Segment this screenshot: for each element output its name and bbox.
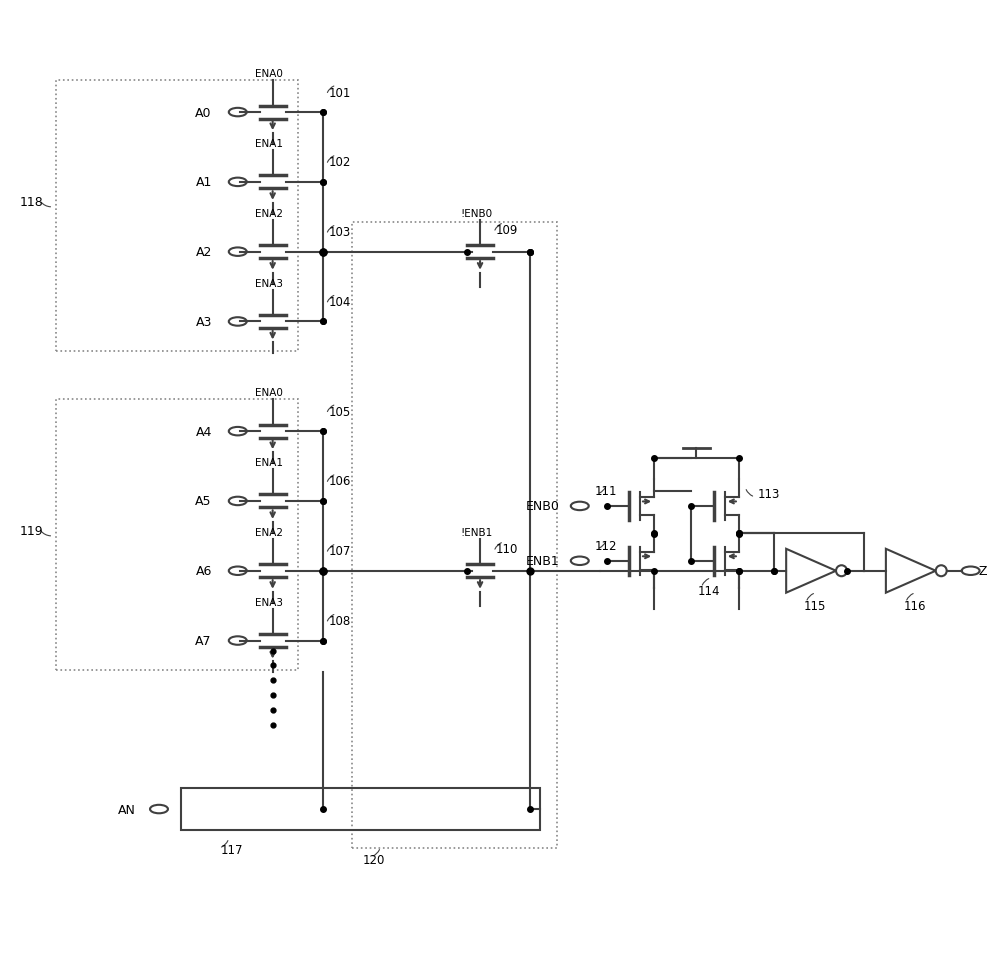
Text: A0: A0: [195, 107, 212, 119]
Text: 102: 102: [328, 157, 351, 169]
Text: 114: 114: [697, 584, 720, 598]
Text: ENA0: ENA0: [255, 69, 283, 79]
Text: !ENB0: !ENB0: [460, 209, 492, 218]
Text: ENB0: ENB0: [526, 500, 560, 513]
Text: 103: 103: [328, 226, 351, 239]
Bar: [181, 788, 540, 830]
Text: ENA1: ENA1: [255, 457, 283, 468]
Text: 106: 106: [328, 475, 351, 488]
Text: 119: 119: [20, 525, 43, 538]
Text: 112: 112: [595, 540, 617, 553]
Text: A2: A2: [195, 246, 212, 259]
Text: ENA3: ENA3: [255, 279, 283, 288]
Text: A7: A7: [195, 634, 212, 648]
Text: ENB1: ENB1: [526, 554, 560, 568]
Text: 108: 108: [328, 614, 351, 628]
Text: 111: 111: [595, 485, 617, 498]
Text: ENA3: ENA3: [255, 597, 283, 607]
Text: ENA2: ENA2: [255, 528, 283, 537]
Text: ENA1: ENA1: [255, 138, 283, 149]
Text: !ENB1: !ENB1: [460, 528, 492, 537]
Text: ENA2: ENA2: [255, 209, 283, 218]
Text: 120: 120: [362, 853, 385, 867]
Text: A4: A4: [195, 425, 212, 438]
Text: 101: 101: [328, 86, 351, 100]
Text: A3: A3: [195, 315, 212, 329]
Text: 109: 109: [496, 224, 518, 237]
Text: A1: A1: [195, 176, 212, 189]
Text: A6: A6: [195, 565, 212, 578]
Text: 118: 118: [20, 196, 43, 209]
Text: 116: 116: [904, 600, 926, 612]
Text: Z: Z: [979, 565, 987, 578]
Text: 117: 117: [221, 844, 243, 856]
Text: 107: 107: [328, 545, 351, 557]
Text: AN: AN: [118, 802, 136, 816]
Text: 113: 113: [757, 488, 780, 501]
Text: 104: 104: [328, 296, 351, 308]
Text: 110: 110: [496, 543, 518, 555]
Text: A5: A5: [195, 495, 212, 508]
Text: ENA0: ENA0: [255, 388, 283, 398]
Text: 105: 105: [328, 406, 351, 418]
Text: 115: 115: [804, 600, 826, 612]
